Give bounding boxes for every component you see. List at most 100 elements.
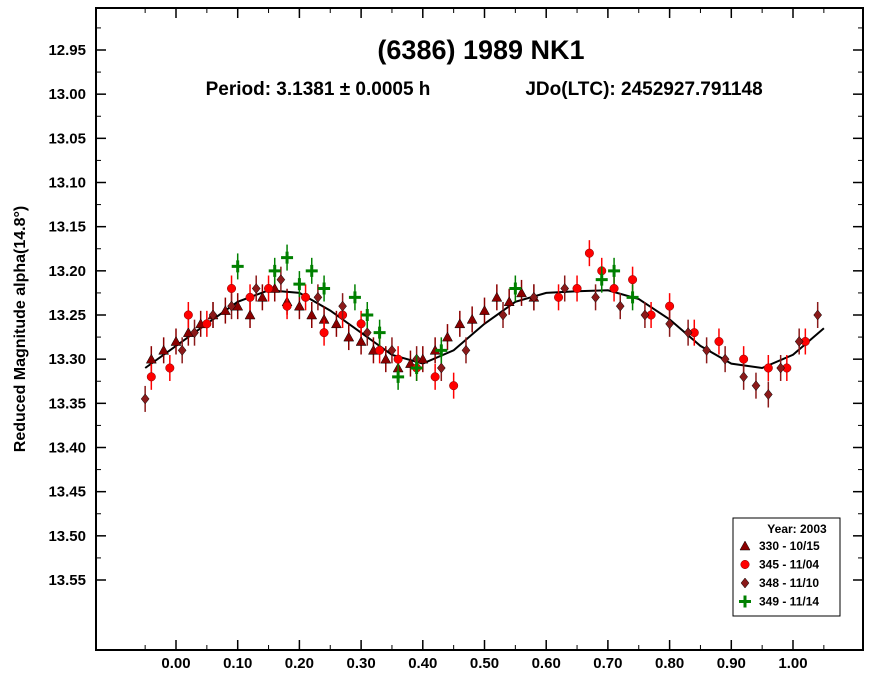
data-point-cross: [361, 309, 374, 321]
data-point-triangle: [491, 291, 503, 302]
data-point-diamond: [776, 362, 785, 374]
data-point-circle: [554, 292, 564, 302]
legend-label: 349 - 11/14: [759, 595, 819, 609]
data-point-circle: [572, 284, 582, 293]
data-points-layer: [140, 240, 823, 412]
y-tick-label: 13.30: [48, 351, 86, 368]
x-tick-label: 0.90: [717, 655, 746, 672]
data-point-triangle: [330, 318, 342, 329]
data-point-triangle: [355, 335, 367, 346]
data-point-cross: [231, 260, 244, 273]
data-point-cross: [281, 251, 294, 264]
x-tick-label: 1.00: [778, 655, 807, 672]
chart-subtitle-period: Period: 3.1381 ± 0.0005 h: [206, 79, 431, 100]
data-point-diamond: [387, 344, 397, 356]
data-point-cross: [373, 326, 386, 339]
data-point-circle: [609, 284, 619, 293]
data-point-triangle: [380, 353, 392, 364]
data-point-diamond: [720, 353, 730, 365]
y-tick-label: 13.10: [48, 175, 86, 192]
data-point-circle: [264, 284, 274, 293]
data-point-triangle: [442, 331, 453, 342]
data-point-diamond: [683, 327, 693, 339]
data-point-circle: [584, 248, 594, 258]
y-tick-label: 13.55: [48, 572, 86, 589]
data-point-circle: [165, 363, 175, 373]
data-point-diamond: [529, 291, 539, 303]
y-tick-label: 13.00: [48, 86, 86, 103]
x-tick-label: 0.70: [593, 655, 622, 672]
data-point-diamond: [665, 318, 674, 330]
legend-title: Year: 2003: [767, 522, 827, 536]
plot-frame: [95, 7, 864, 651]
fit-curve-layer: [144, 289, 825, 370]
data-point-diamond: [436, 362, 446, 374]
data-point-cross: [608, 264, 621, 277]
data-point-triangle: [145, 353, 157, 364]
data-point-diamond: [227, 300, 236, 312]
data-point-triangle: [244, 309, 256, 320]
legend-marker-triangle: [739, 540, 751, 551]
data-point-diamond: [640, 309, 650, 321]
data-point-diamond: [208, 309, 218, 321]
data-point-cross: [410, 362, 423, 374]
data-point-circle: [763, 363, 773, 373]
x-tick-label: 0.60: [532, 655, 561, 672]
y-tick-label: 13.45: [48, 484, 86, 501]
data-point-diamond: [751, 380, 761, 392]
data-point-triangle: [454, 318, 466, 329]
data-point-circle: [146, 372, 156, 382]
data-point-cross: [595, 273, 608, 286]
data-point-diamond: [251, 283, 261, 294]
data-point-diamond: [794, 336, 804, 347]
data-point-diamond: [560, 283, 570, 294]
data-point-circle: [301, 292, 311, 302]
data-point-diamond: [140, 393, 150, 405]
x-tick-label: 0.10: [223, 655, 252, 672]
data-point-circle: [628, 275, 638, 285]
data-point-triangle: [256, 291, 268, 302]
data-point-triangle: [516, 287, 527, 298]
x-tick-label: 0.40: [408, 655, 437, 672]
x-tick-label: 0.00: [161, 655, 190, 672]
fit-curve-line: [144, 289, 825, 370]
axis-ticks: 12.95 13.00 13.05 13.10 13.15 13.20 13.25 13.30…: [48, 8, 863, 672]
data-point-diamond: [313, 291, 323, 303]
x-tick-label: 0.20: [285, 655, 314, 672]
data-point-diamond: [498, 309, 508, 321]
data-point-diamond: [702, 344, 711, 356]
data-point-diamond: [813, 309, 823, 321]
data-point-triangle: [306, 309, 318, 320]
data-point-triangle: [219, 305, 231, 315]
data-point-circle: [245, 292, 255, 302]
data-point-diamond: [461, 344, 471, 356]
data-point-triangle: [170, 335, 182, 346]
legend: Year: 2003 330 - 10/15 345 - 11/04 348 - 1…: [732, 517, 841, 617]
legend-marker-circle: [740, 560, 750, 569]
data-point-circle: [202, 319, 212, 329]
data-point-cross: [318, 282, 331, 295]
y-tick-label: 13.25: [48, 307, 86, 324]
data-point-circle: [356, 319, 366, 329]
data-point-triangle: [405, 358, 416, 368]
data-point-cross: [293, 278, 306, 291]
data-point-circle: [665, 301, 675, 311]
chart-subtitle-epoch: JDo(LTC): 2452927.791148: [525, 79, 762, 100]
data-point-triangle: [343, 331, 355, 342]
data-point-triangle: [479, 305, 490, 315]
data-point-diamond: [615, 300, 625, 312]
data-point-diamond: [739, 371, 748, 383]
y-tick-label: 13.20: [48, 263, 86, 280]
y-tick-label: 13.15: [48, 219, 86, 236]
data-point-circle: [282, 301, 292, 311]
data-point-cross: [435, 344, 448, 357]
x-tick-label: 0.80: [655, 655, 684, 672]
y-tick-label: 13.50: [48, 528, 86, 545]
legend-label: 345 - 11/04: [759, 558, 819, 572]
data-point-diamond: [177, 344, 187, 356]
data-point-diamond: [276, 274, 286, 286]
data-point-circle: [183, 310, 193, 320]
data-point-circle: [227, 284, 237, 293]
legend-label: 348 - 11/10: [759, 576, 819, 590]
data-point-triangle: [293, 300, 305, 311]
